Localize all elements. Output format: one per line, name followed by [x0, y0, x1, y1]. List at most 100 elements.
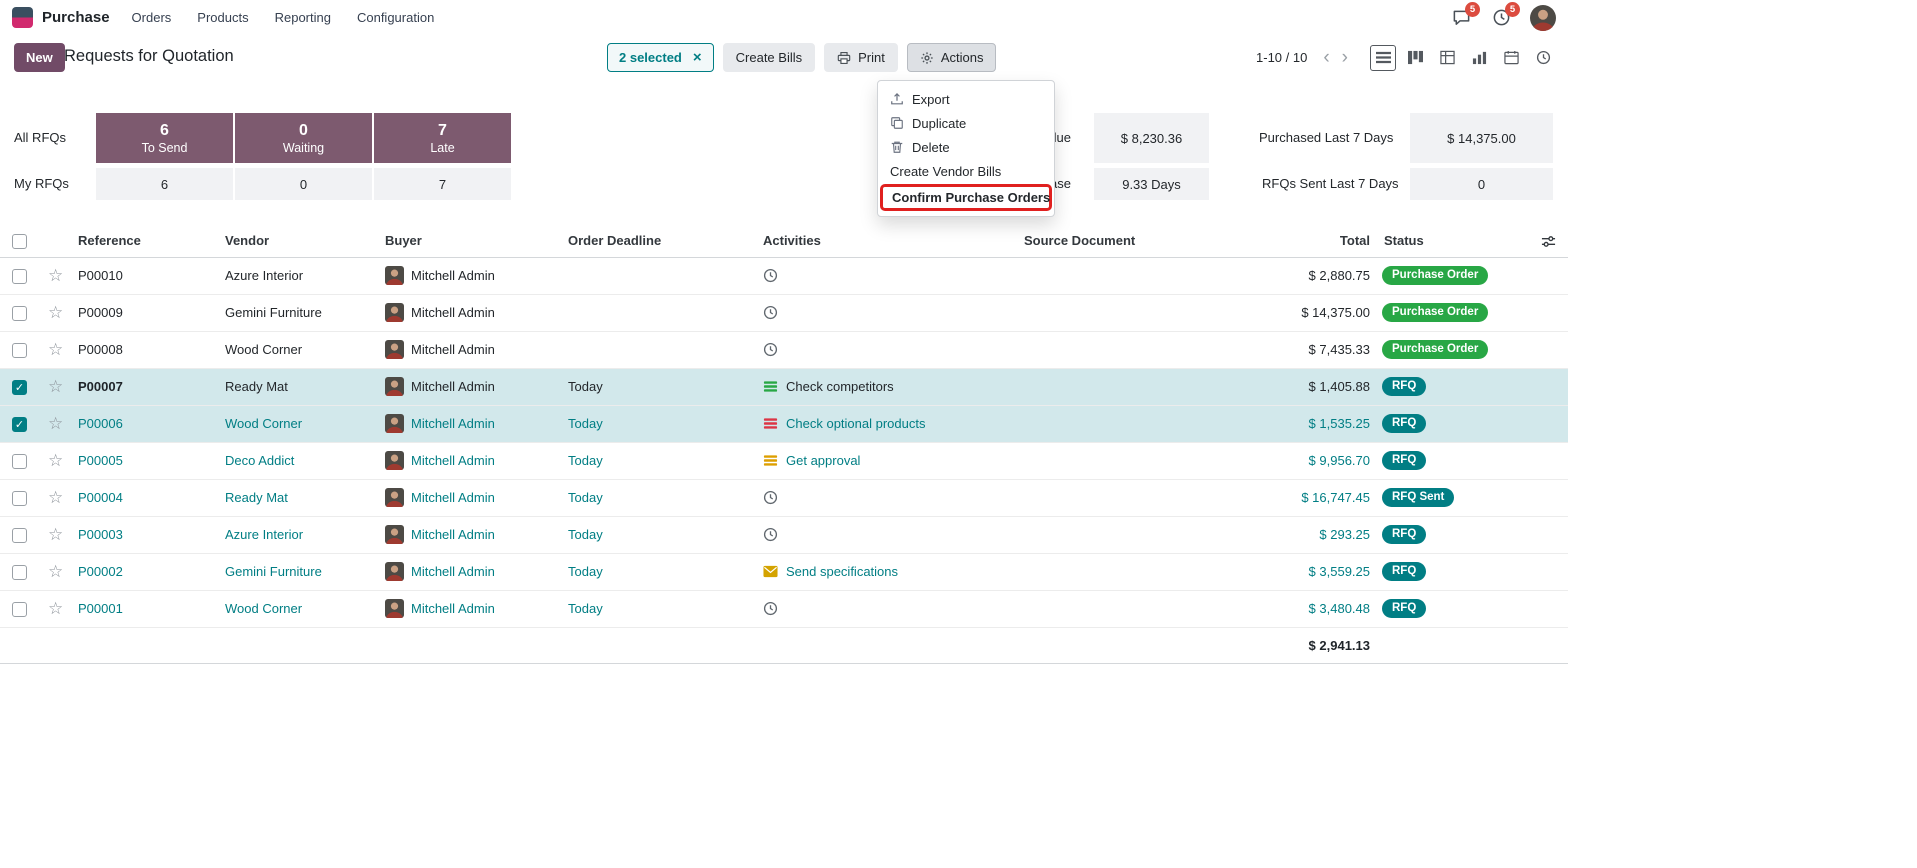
list-view-button[interactable]	[1370, 44, 1396, 71]
activity-clock-icon[interactable]	[763, 268, 778, 283]
rfqs-sent-last-7-days[interactable]: 0	[1410, 168, 1553, 200]
source-document	[1012, 553, 1280, 591]
action-create-vendor-bills[interactable]: Create Vendor Bills	[878, 159, 1054, 183]
purchase-app-logo-icon[interactable]	[12, 7, 33, 28]
create-bills-button[interactable]: Create Bills	[722, 43, 816, 72]
calendar-view-button[interactable]	[1498, 45, 1524, 71]
favorite-star-icon[interactable]: ☆	[48, 598, 64, 618]
purchased-last-7-days-label: Purchased Last 7 Days	[1259, 130, 1394, 145]
activity-clock-icon[interactable]	[763, 305, 778, 320]
select-all-checkbox[interactable]	[12, 233, 27, 249]
kanban-view-button[interactable]	[1402, 45, 1428, 71]
rfq-row-P00007[interactable]: ✓ ☆ P00007 Ready Mat Mitchell Admin Today Chec…	[0, 368, 1568, 406]
buyer-avatar	[385, 488, 404, 507]
status-column-header[interactable]: Status	[1372, 225, 1528, 258]
row-checkbox[interactable]	[12, 564, 27, 580]
my-tile-to-send[interactable]: 6	[96, 168, 233, 200]
menu-reporting[interactable]: Reporting	[274, 10, 331, 25]
activity-clock-icon[interactable]	[763, 342, 778, 357]
favorite-star-icon[interactable]: ☆	[48, 450, 64, 470]
activities-column-header[interactable]: Activities	[751, 225, 1012, 258]
rfq-row-P00005[interactable]: ☆ P00005 Deco Addict Mitchell Admin Today Get…	[0, 442, 1568, 480]
pager-previous-button[interactable]: ‹	[1323, 47, 1330, 68]
favorite-star-icon[interactable]: ☆	[48, 265, 64, 285]
row-checkbox[interactable]	[12, 490, 27, 506]
source-column-header[interactable]: Source Document	[1012, 225, 1280, 258]
app-name[interactable]: Purchase	[42, 9, 110, 26]
clear-selection-button[interactable]: ×	[692, 49, 702, 66]
envelope-activity-icon[interactable]	[763, 564, 778, 579]
activity-clock-icon[interactable]	[763, 527, 778, 542]
tile-waiting[interactable]: 0 Waiting	[235, 113, 372, 163]
reference-column-header[interactable]: Reference	[66, 225, 213, 258]
buyer-column-header[interactable]: Buyer	[373, 225, 556, 258]
rfq-row-P00002[interactable]: ☆ P00002 Gemini Furniture Mitchell Admin Tod…	[0, 553, 1568, 591]
activity-clock-icon[interactable]	[763, 490, 778, 505]
favorite-star-icon[interactable]: ☆	[48, 413, 64, 433]
rfq-row-P00009[interactable]: ☆ P00009 Gemini Furniture Mitchell Admin $ 1…	[0, 294, 1568, 332]
new-button[interactable]: New	[14, 43, 65, 72]
selection-count-label: 2 selected	[619, 50, 682, 65]
row-checkbox[interactable]	[12, 527, 27, 543]
favorite-star-icon[interactable]: ☆	[48, 561, 64, 581]
favorite-star-icon[interactable]: ☆	[48, 302, 64, 322]
order-deadline: Today	[556, 405, 751, 443]
list-activity-icon[interactable]	[763, 416, 778, 431]
favorite-star-icon[interactable]: ☆	[48, 376, 64, 396]
avg-days-to-purchase[interactable]: 9.33 Days	[1094, 168, 1209, 200]
rfq-list: Reference Vendor Buyer Order Deadline Ac…	[0, 225, 1568, 664]
favorite-star-icon[interactable]: ☆	[48, 339, 64, 359]
messages-button[interactable]: 5	[1450, 1, 1480, 29]
activities-button[interactable]: 5	[1490, 1, 1520, 29]
total-column-header[interactable]: Total	[1280, 225, 1372, 258]
row-checkbox[interactable]	[12, 305, 27, 321]
graph-view-button[interactable]	[1466, 45, 1492, 71]
action-delete[interactable]: Delete	[878, 135, 1054, 159]
tile-late[interactable]: 7 Late	[374, 113, 511, 163]
favorite-star-icon[interactable]: ☆	[48, 487, 64, 507]
my-tile-waiting[interactable]: 0	[235, 168, 372, 200]
menu-products[interactable]: Products	[197, 10, 249, 25]
activity-clock-icon[interactable]	[763, 601, 778, 616]
activity-view-button[interactable]	[1530, 45, 1556, 71]
purchased-last-7-days[interactable]: $ 14,375.00	[1410, 113, 1553, 163]
tile-to-send[interactable]: 6 To Send	[96, 113, 233, 163]
rfq-row-P00008[interactable]: ☆ P00008 Wood Corner Mitchell Admin $ 7,435.…	[0, 331, 1568, 369]
action-duplicate[interactable]: Duplicate	[878, 111, 1054, 135]
list-activity-icon[interactable]	[763, 379, 778, 394]
actions-button[interactable]: Actions	[906, 43, 997, 72]
menu-configuration[interactable]: Configuration	[356, 10, 435, 25]
row-checkbox[interactable]	[12, 453, 27, 469]
deadline-column-header[interactable]: Order Deadline	[556, 225, 751, 258]
my-rfqs-label[interactable]: My RFQs	[14, 176, 69, 191]
rfq-row-P00004[interactable]: ☆ P00004 Ready Mat Mitchell Admin Today $ 16,…	[0, 479, 1568, 517]
rfq-row-P00003[interactable]: ☆ P00003 Azure Interior Mitchell Admin Today…	[0, 516, 1568, 554]
order-deadline: Today	[556, 553, 751, 591]
my-tile-late[interactable]: 7	[374, 168, 511, 200]
action-confirm-purchase-orders[interactable]: Confirm Purchase Orders	[880, 184, 1052, 211]
rfq-row-P00010[interactable]: ☆ P00010 Azure Interior Mitchell Admin $ 2,8…	[0, 257, 1568, 295]
rfq-reference: P00004	[78, 490, 123, 505]
optional-columns-button[interactable]	[1528, 225, 1568, 258]
pager-next-button[interactable]: ›	[1341, 47, 1348, 68]
avg-order-value[interactable]: $ 8,230.36	[1094, 113, 1209, 163]
action-export[interactable]: Export	[878, 87, 1054, 111]
user-avatar[interactable]	[1530, 4, 1556, 31]
list-activity-icon[interactable]	[763, 453, 778, 468]
row-checkbox[interactable]: ✓	[12, 379, 27, 395]
all-rfqs-label[interactable]: All RFQs	[14, 130, 66, 145]
rfq-row-P00006[interactable]: ✓ ☆ P00006 Wood Corner Mitchell Admin Today Ch…	[0, 405, 1568, 443]
rfq-row-P00001[interactable]: ☆ P00001 Wood Corner Mitchell Admin Today $ 3…	[0, 590, 1568, 628]
row-checkbox[interactable]	[12, 268, 27, 284]
vendor-column-header[interactable]: Vendor	[213, 225, 373, 258]
action-label: Duplicate	[912, 115, 967, 131]
row-checkbox[interactable]	[12, 601, 27, 617]
pivot-view-button[interactable]	[1434, 45, 1460, 71]
favorite-star-icon[interactable]: ☆	[48, 524, 64, 544]
source-document	[1012, 405, 1280, 443]
row-checkbox[interactable]: ✓	[12, 416, 27, 432]
print-button[interactable]: Print	[824, 43, 898, 72]
source-document	[1012, 479, 1280, 517]
menu-orders[interactable]: Orders	[131, 10, 172, 25]
row-checkbox[interactable]	[12, 342, 27, 358]
